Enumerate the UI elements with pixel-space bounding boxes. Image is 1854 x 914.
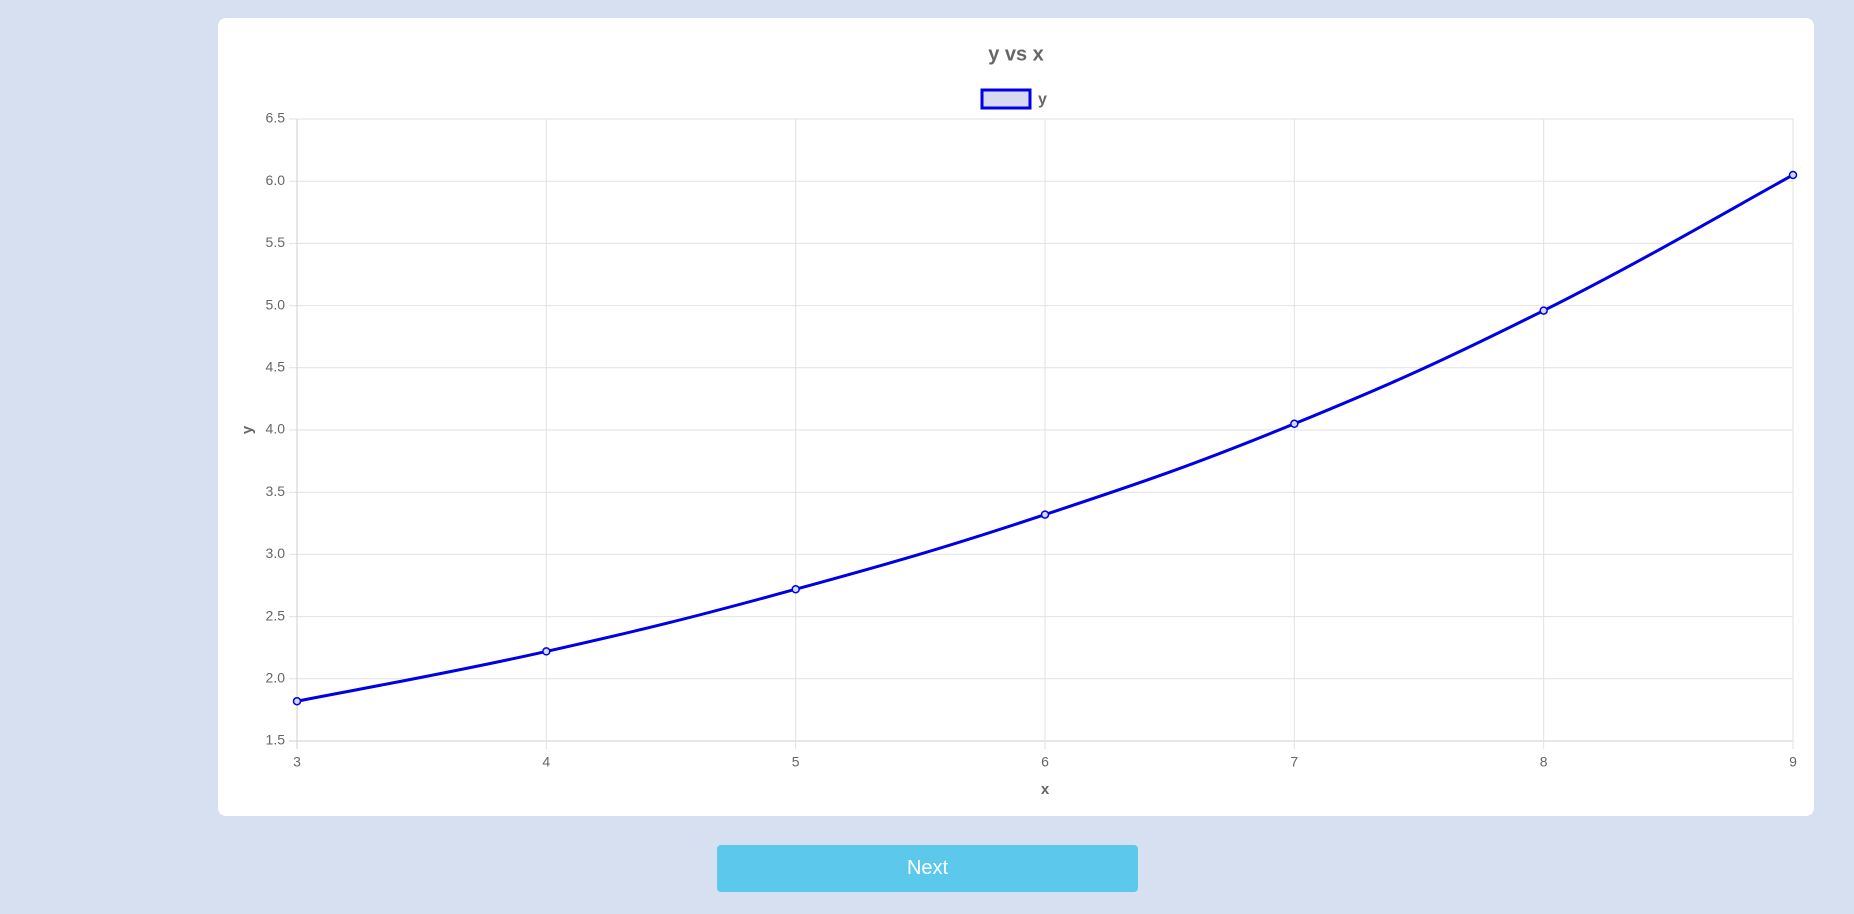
x-tick-label: 6 (1041, 754, 1049, 770)
chart-title: y vs x (988, 43, 1044, 65)
y-tick-label: 2.0 (266, 670, 286, 686)
line-chart: y vs x y 1.5 2.0 2.5 3.0 3.5 4.0 4.5 5.0 5.5 6.0 6… (239, 43, 1798, 798)
legend[interactable]: y (980, 88, 1047, 110)
y-tick-label: 4.5 (266, 359, 286, 375)
x-tick-label: 8 (1540, 754, 1548, 770)
x-tick-label: 4 (542, 754, 550, 770)
y-tick-label: 6.0 (266, 172, 286, 188)
data-point[interactable] (292, 696, 302, 706)
data-point[interactable] (1290, 419, 1299, 429)
data-point[interactable] (1040, 510, 1050, 519)
x-tick-label: 7 (1290, 754, 1298, 770)
y-axis-title: y (239, 425, 256, 434)
y-tick-label: 1.5 (266, 732, 286, 748)
y-axis-ticks: 1.5 2.0 2.5 3.0 3.5 4.0 4.5 5.0 5.5 6.0 6.5 (266, 110, 286, 748)
legend-swatch[interactable] (980, 88, 1032, 110)
next-button[interactable]: Next (717, 845, 1138, 892)
x-axis-title: x (1041, 781, 1050, 798)
x-axis-ticks: 3 4 5 6 7 8 9 (293, 754, 1797, 770)
y-tick-label: 4.0 (266, 421, 286, 437)
data-point[interactable] (1539, 306, 1548, 315)
x-tick-label: 9 (1789, 754, 1797, 770)
data-point[interactable] (1788, 170, 1798, 180)
y-tick-label: 5.5 (266, 234, 286, 250)
series-y (292, 170, 1798, 706)
grid (289, 118, 1794, 749)
y-tick-label: 3.5 (266, 483, 286, 499)
x-tick-label: 5 (792, 754, 800, 770)
data-point[interactable] (791, 584, 800, 594)
data-point[interactable] (542, 647, 551, 656)
y-tick-label: 2.5 (266, 607, 286, 623)
y-tick-label: 6.5 (266, 110, 286, 126)
y-tick-label: 5.0 (266, 296, 286, 312)
y-tick-label: 3.0 (266, 545, 286, 561)
x-tick-label: 3 (293, 754, 301, 770)
legend-label[interactable]: y (1038, 91, 1047, 108)
chart-card: y vs x y 1.5 2.0 2.5 3.0 3.5 4.0 4.5 5.0 5.5 6.0 6… (218, 18, 1814, 816)
